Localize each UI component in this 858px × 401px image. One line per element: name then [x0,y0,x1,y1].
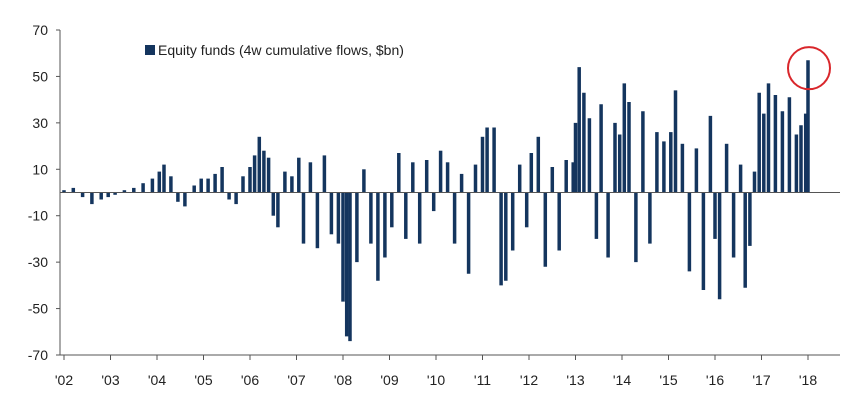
y-tick-label: -50 [28,301,48,317]
bar-series [62,60,810,342]
x-tick-label: '08 [334,372,352,388]
x-tick-label: '02 [55,372,73,388]
x-tick-label: '04 [148,372,166,388]
y-tick-label: 50 [32,68,48,84]
legend-swatch [145,45,155,55]
x-tick-label: '15 [659,372,677,388]
x-tick-label: '03 [101,372,119,388]
legend: Equity funds (4w cumulative flows, $bn) [145,42,404,58]
x-tick-label: '14 [613,372,631,388]
y-tick-label: -30 [28,254,48,270]
x-tick-label: '05 [194,372,212,388]
highlight-circle [787,46,831,91]
x-axis: '02 '03 '04 '05 '06 '07 '08 '09 '10 '11 '12 '13 '14 '… [55,192,840,388]
y-tick-label: -70 [28,347,48,363]
x-tick-label: '10 [427,372,445,388]
legend-label: Equity funds (4w cumulative flows, $bn) [158,42,404,58]
x-tick-label: '06 [241,372,259,388]
y-tick-label: -10 [28,208,48,224]
x-tick-label: '18 [799,372,817,388]
x-tick-label: '16 [706,372,724,388]
x-tick-label: '17 [752,372,770,388]
x-tick-label: '09 [380,372,398,388]
x-tick-label: '12 [520,372,538,388]
y-tick-label: 10 [32,161,48,177]
x-tick-label: '11 [474,372,491,388]
y-tick-label: 30 [32,115,48,131]
y-axis: 70 50 30 10 -10 -30 -50 -70 [28,22,61,363]
y-tick-label: 70 [32,22,48,38]
x-tick-label: '13 [566,372,584,388]
x-tick-label: '07 [287,372,305,388]
